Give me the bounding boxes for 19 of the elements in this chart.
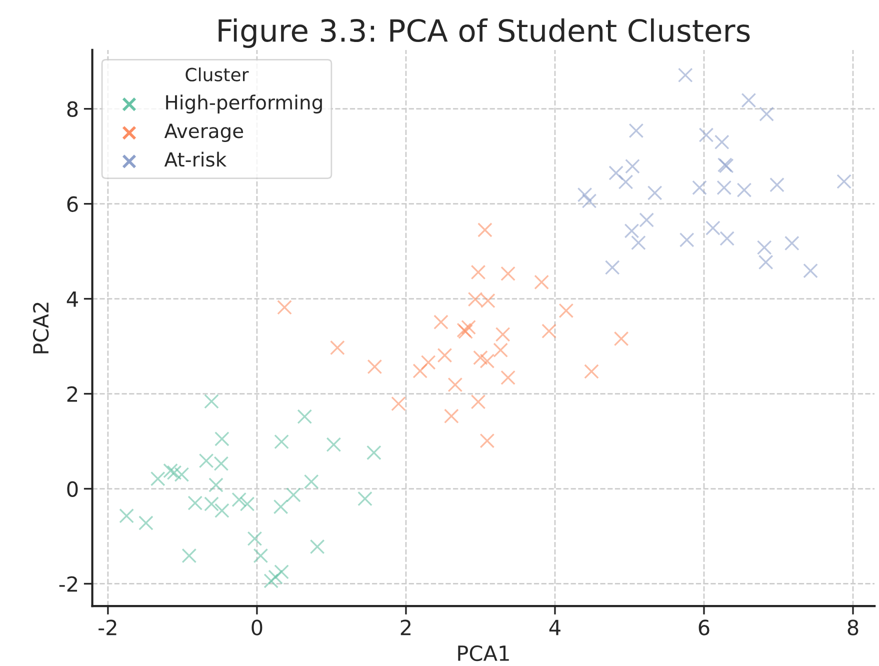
y-tick-label: -2 [59, 576, 78, 592]
x-tick-label: 8 [848, 620, 858, 636]
x-tick-label: 4 [549, 620, 560, 636]
y-tick-label: 6 [67, 196, 78, 212]
legend-label: High-performing [166, 94, 322, 114]
y-tick-label: 0 [67, 481, 78, 497]
legend-label: Average [164, 124, 244, 142]
y-tick-label: 4 [66, 292, 78, 307]
x-tick-label: 2 [400, 620, 411, 636]
y-tick-label: 2 [67, 386, 78, 402]
x-tick-label: -2 [98, 620, 116, 636]
y-axis-title: PCA2 [32, 302, 49, 354]
chart-title: Figure 3.3: PCA of Student Clusters [218, 18, 750, 48]
legend-label: At-risk [164, 152, 227, 167]
x-tick-label: 0 [252, 620, 262, 636]
x-axis-title: PCA1 [458, 645, 509, 662]
y-tick-label: 8 [67, 101, 78, 118]
legend-title: Cluster [186, 67, 249, 82]
x-tick-label: 6 [698, 620, 710, 636]
